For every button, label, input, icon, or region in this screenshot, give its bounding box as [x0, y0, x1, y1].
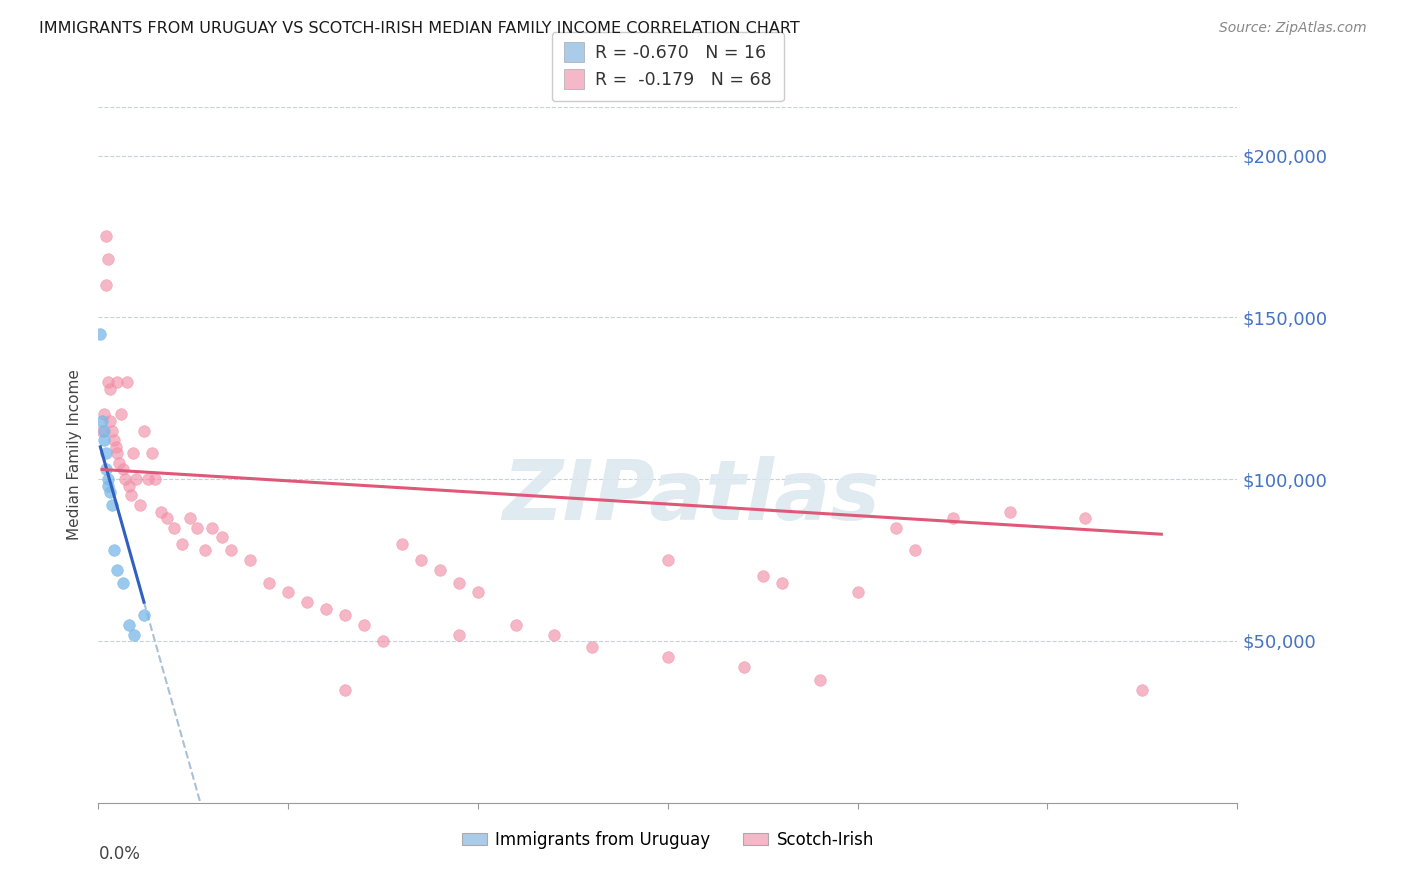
- Point: [107, 446, 129, 460]
- Legend: Immigrants from Uruguay, Scotch-Irish: Immigrants from Uruguay, Scotch-Irish: [453, 822, 883, 857]
- Point: [112, 462, 135, 476]
- Point: [91, 414, 114, 428]
- Point: [733, 660, 755, 674]
- Point: [277, 585, 299, 599]
- Point: [297, 595, 319, 609]
- Point: [89, 326, 111, 341]
- Point: [770, 575, 793, 590]
- Point: [221, 543, 243, 558]
- Point: [93, 408, 115, 422]
- Point: [201, 521, 224, 535]
- Point: [353, 617, 375, 632]
- Point: [179, 511, 201, 525]
- Point: [98, 382, 121, 396]
- Point: [98, 414, 121, 428]
- Point: [194, 543, 217, 558]
- Point: [239, 553, 262, 567]
- Point: [94, 278, 117, 293]
- Point: [115, 375, 138, 389]
- Point: [120, 488, 142, 502]
- Point: [103, 434, 125, 448]
- Point: [121, 446, 143, 460]
- Point: [163, 521, 186, 535]
- Point: [93, 434, 115, 448]
- Point: [100, 498, 122, 512]
- Point: [97, 252, 120, 267]
- Point: [449, 627, 471, 641]
- Point: [132, 424, 155, 438]
- Point: [391, 537, 413, 551]
- Point: [211, 531, 233, 545]
- Point: [124, 627, 146, 641]
- Text: IMMIGRANTS FROM URUGUAY VS SCOTCH-IRISH MEDIAN FAMILY INCOME CORRELATION CHART: IMMIGRANTS FROM URUGUAY VS SCOTCH-IRISH …: [39, 21, 800, 37]
- Point: [97, 375, 120, 389]
- Point: [543, 627, 565, 641]
- Point: [884, 521, 907, 535]
- Point: [411, 553, 433, 567]
- Point: [94, 229, 117, 244]
- Point: [467, 585, 489, 599]
- Point: [846, 585, 869, 599]
- Point: [429, 563, 451, 577]
- Point: [107, 375, 129, 389]
- Point: [156, 511, 179, 525]
- Point: [107, 563, 129, 577]
- Point: [942, 511, 965, 525]
- Point: [93, 424, 115, 438]
- Point: [259, 575, 281, 590]
- Point: [170, 537, 193, 551]
- Text: 0.0%: 0.0%: [98, 845, 141, 863]
- Point: [125, 472, 148, 486]
- Point: [752, 569, 775, 583]
- Point: [505, 617, 527, 632]
- Point: [136, 472, 159, 486]
- Point: [581, 640, 603, 655]
- Point: [104, 440, 127, 454]
- Point: [335, 608, 357, 623]
- Point: [112, 575, 135, 590]
- Point: [1074, 511, 1097, 525]
- Point: [103, 543, 125, 558]
- Point: [150, 504, 173, 518]
- Point: [94, 446, 117, 460]
- Point: [129, 498, 152, 512]
- Point: [100, 424, 122, 438]
- Point: [118, 617, 141, 632]
- Point: [108, 456, 131, 470]
- Point: [335, 682, 357, 697]
- Point: [94, 462, 117, 476]
- Point: [371, 634, 394, 648]
- Point: [141, 446, 163, 460]
- Point: [114, 472, 136, 486]
- Point: [1132, 682, 1154, 697]
- Point: [657, 553, 679, 567]
- Point: [449, 575, 471, 590]
- Point: [808, 673, 831, 687]
- Point: [91, 424, 114, 438]
- Point: [145, 472, 167, 486]
- Point: [186, 521, 208, 535]
- Point: [98, 485, 121, 500]
- Point: [657, 650, 679, 665]
- Point: [110, 408, 132, 422]
- Point: [998, 504, 1021, 518]
- Text: Source: ZipAtlas.com: Source: ZipAtlas.com: [1219, 21, 1367, 36]
- Y-axis label: Median Family Income: Median Family Income: [67, 369, 83, 541]
- Point: [315, 601, 337, 615]
- Text: ZIPatlas: ZIPatlas: [502, 456, 880, 537]
- Point: [97, 478, 120, 492]
- Point: [118, 478, 141, 492]
- Point: [904, 543, 927, 558]
- Point: [132, 608, 155, 623]
- Point: [97, 472, 120, 486]
